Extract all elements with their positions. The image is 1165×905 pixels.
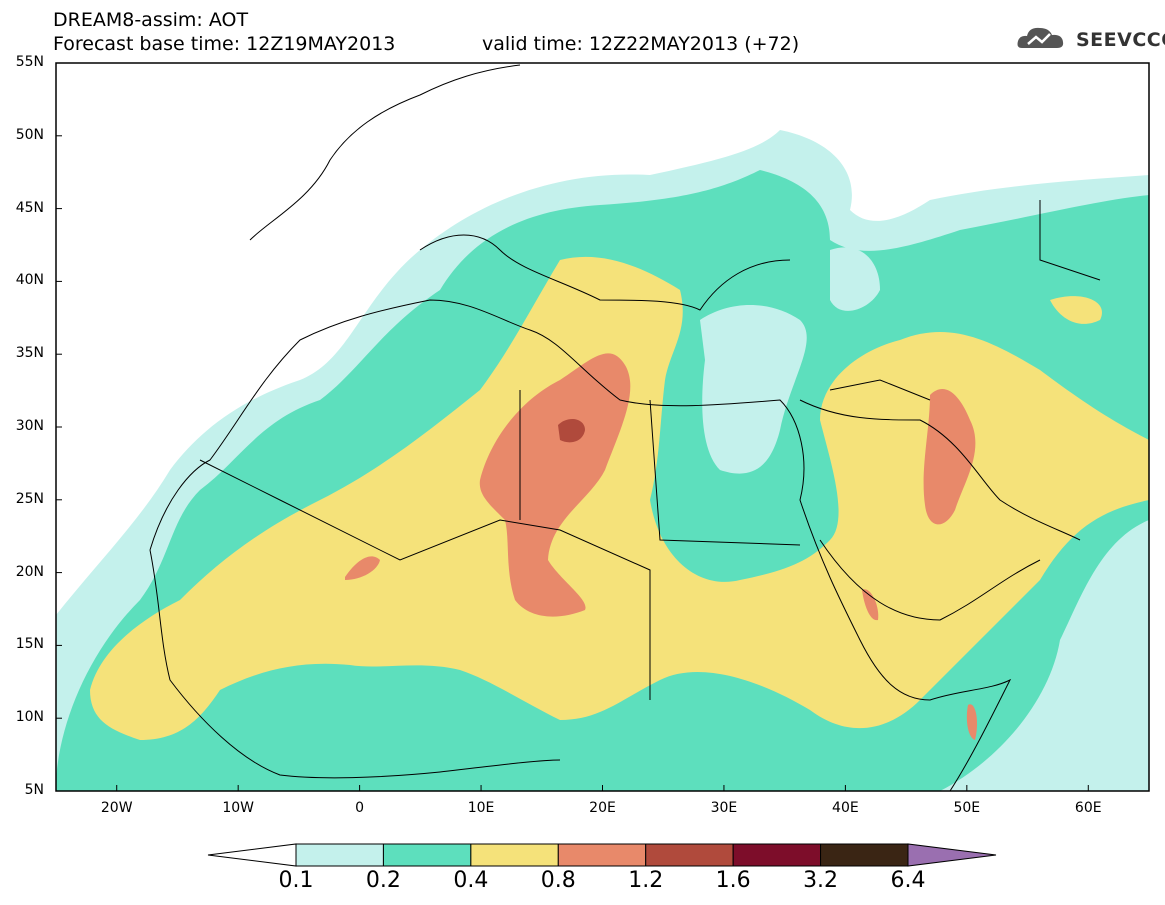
colorbar-swatch xyxy=(470,843,559,867)
lon-label: 0 xyxy=(355,800,365,816)
coast-europe xyxy=(249,64,791,311)
colorbar-level-label: 1.6 xyxy=(715,868,751,893)
colorbar-swatch xyxy=(295,843,384,867)
aot-band-0.8-redsea xyxy=(862,589,879,621)
lon-label: 60E xyxy=(1074,800,1102,816)
aot-band-0.1-caspian xyxy=(830,247,880,311)
aot-band-0.8-mali xyxy=(345,556,380,580)
colorbar-under-arrow xyxy=(207,843,297,867)
lon-label: 30E xyxy=(710,800,738,816)
lat-label: 40N xyxy=(15,272,44,289)
axis-ticks xyxy=(56,62,1089,792)
colorbar-level-label: 0.8 xyxy=(540,868,576,893)
aot-band-0.8-sahara xyxy=(479,353,631,617)
colorbar-swatch xyxy=(732,843,822,867)
border-middle-east xyxy=(829,200,1101,401)
logo-text: SEEVCCC xyxy=(1076,29,1165,51)
colorbar-level-label: 0.1 xyxy=(278,868,314,893)
aot-contours xyxy=(56,130,1149,791)
lat-label: 10N xyxy=(15,709,44,726)
coast-west-africa xyxy=(149,549,561,779)
lon-label: 10W xyxy=(222,800,254,816)
lat-label: 15N xyxy=(15,636,44,653)
colorbar-level-label: 0.4 xyxy=(453,868,489,893)
colorbar-swatch xyxy=(645,843,734,867)
lon-label: 20E xyxy=(589,800,616,816)
lat-label: 25N xyxy=(15,490,44,507)
lat-label: 5N xyxy=(24,782,44,798)
valid-time: valid time: 12Z22MAY2013 (+72) xyxy=(482,33,800,55)
lon-label: 50E xyxy=(953,800,981,816)
colorbar-over-arrow xyxy=(907,843,997,867)
aot-band-0.4 xyxy=(90,256,1149,740)
lat-label: 35N xyxy=(15,345,44,362)
lat-label: 30N xyxy=(15,418,44,434)
aot-band-0.8-iraq xyxy=(923,389,976,525)
lat-label: 55N xyxy=(15,54,44,70)
cloud-logo-icon xyxy=(1017,27,1064,48)
coast-arabia xyxy=(799,399,1081,621)
forecast-base-time: Forecast base time: 12Z19MAY2013 xyxy=(53,33,396,55)
lat-label: 45N xyxy=(15,199,44,216)
colorbar-swatch xyxy=(820,843,909,867)
lon-label: 20W xyxy=(100,800,133,816)
colorbar-level-label: 0.2 xyxy=(365,868,401,893)
aot-band-0.4-gulf xyxy=(1050,296,1102,324)
colorbar-level-label: 3.2 xyxy=(803,868,839,893)
lat-label: 50N xyxy=(15,126,44,143)
colorbar-swatch xyxy=(557,843,647,867)
aot-band-1.2-sahara xyxy=(558,418,585,443)
lon-label: 10E xyxy=(467,800,495,816)
border-libya xyxy=(519,390,801,546)
map-title: DREAM8-assim: AOT xyxy=(53,9,249,31)
coastlines xyxy=(149,64,1101,791)
lon-label: 40E xyxy=(832,800,859,816)
colorbar-swatch xyxy=(382,843,472,867)
colorbar-level-label: 6.4 xyxy=(890,868,926,893)
border-sahara xyxy=(199,459,651,700)
colorbar-level-label: 1.2 xyxy=(628,868,664,893)
lat-label: 20N xyxy=(15,563,44,580)
aot-band-0.8-somalia xyxy=(966,704,978,740)
aot-band-0.1-easternmed xyxy=(700,305,807,474)
coast-africa xyxy=(149,299,1012,791)
